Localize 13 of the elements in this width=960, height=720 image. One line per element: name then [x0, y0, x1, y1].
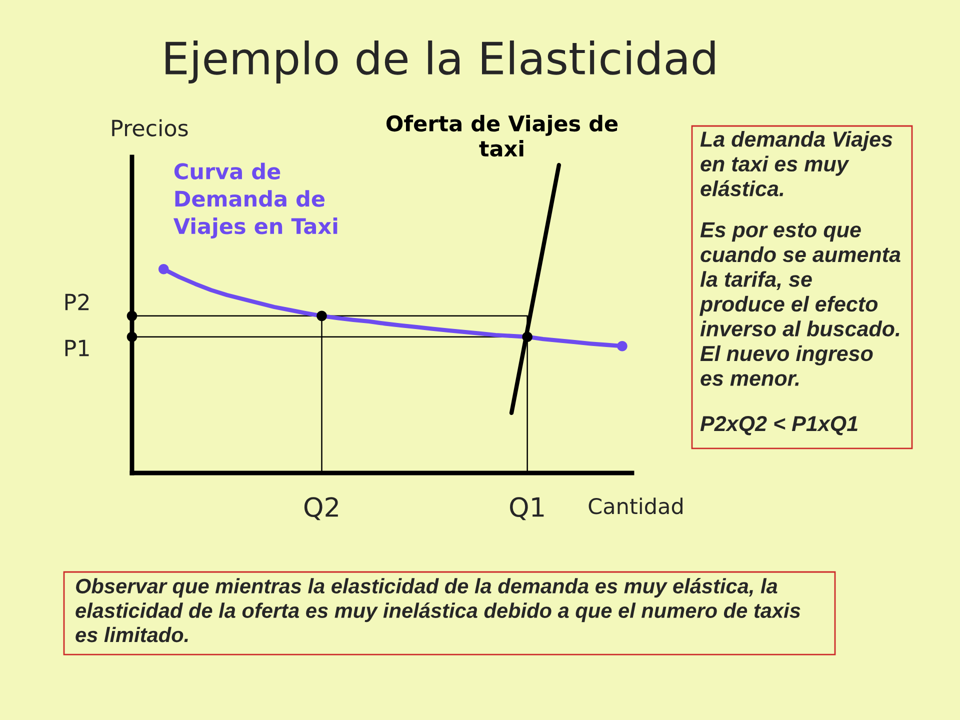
- text: Oferta de Viajes de taxi: [386, 114, 618, 157]
- text: La demanda Viajes en taxi es muy elástica.: [700, 131, 892, 196]
- x-tick-label: Q1: [510, 497, 544, 520]
- text: Es por esto que cuando se aumenta la tarifa, se produce el efecto inverso al buscado. El nuevo ingreso es menor.: [700, 222, 900, 386]
- series-label: Curva de Demanda de Viajes en Taxi: [173, 162, 338, 239]
- chart-title: Ejemplo de la Elasticidad: [166, 40, 715, 84]
- y-axis-title: Precios: [112, 119, 188, 136]
- x-tick-label: Q2: [304, 497, 338, 520]
- text: P1: [65, 340, 89, 356]
- x-axis-title: Cantidad: [588, 498, 682, 514]
- text: P2xQ2 < P1xQ1: [700, 416, 858, 436]
- text: P2: [65, 294, 89, 310]
- text: Observar que mientras la elasticidad de la demanda es muy elástica, la elasticidad de la oferta es muy inelástica debido a que el numero de taxis es limitado.: [76, 578, 800, 642]
